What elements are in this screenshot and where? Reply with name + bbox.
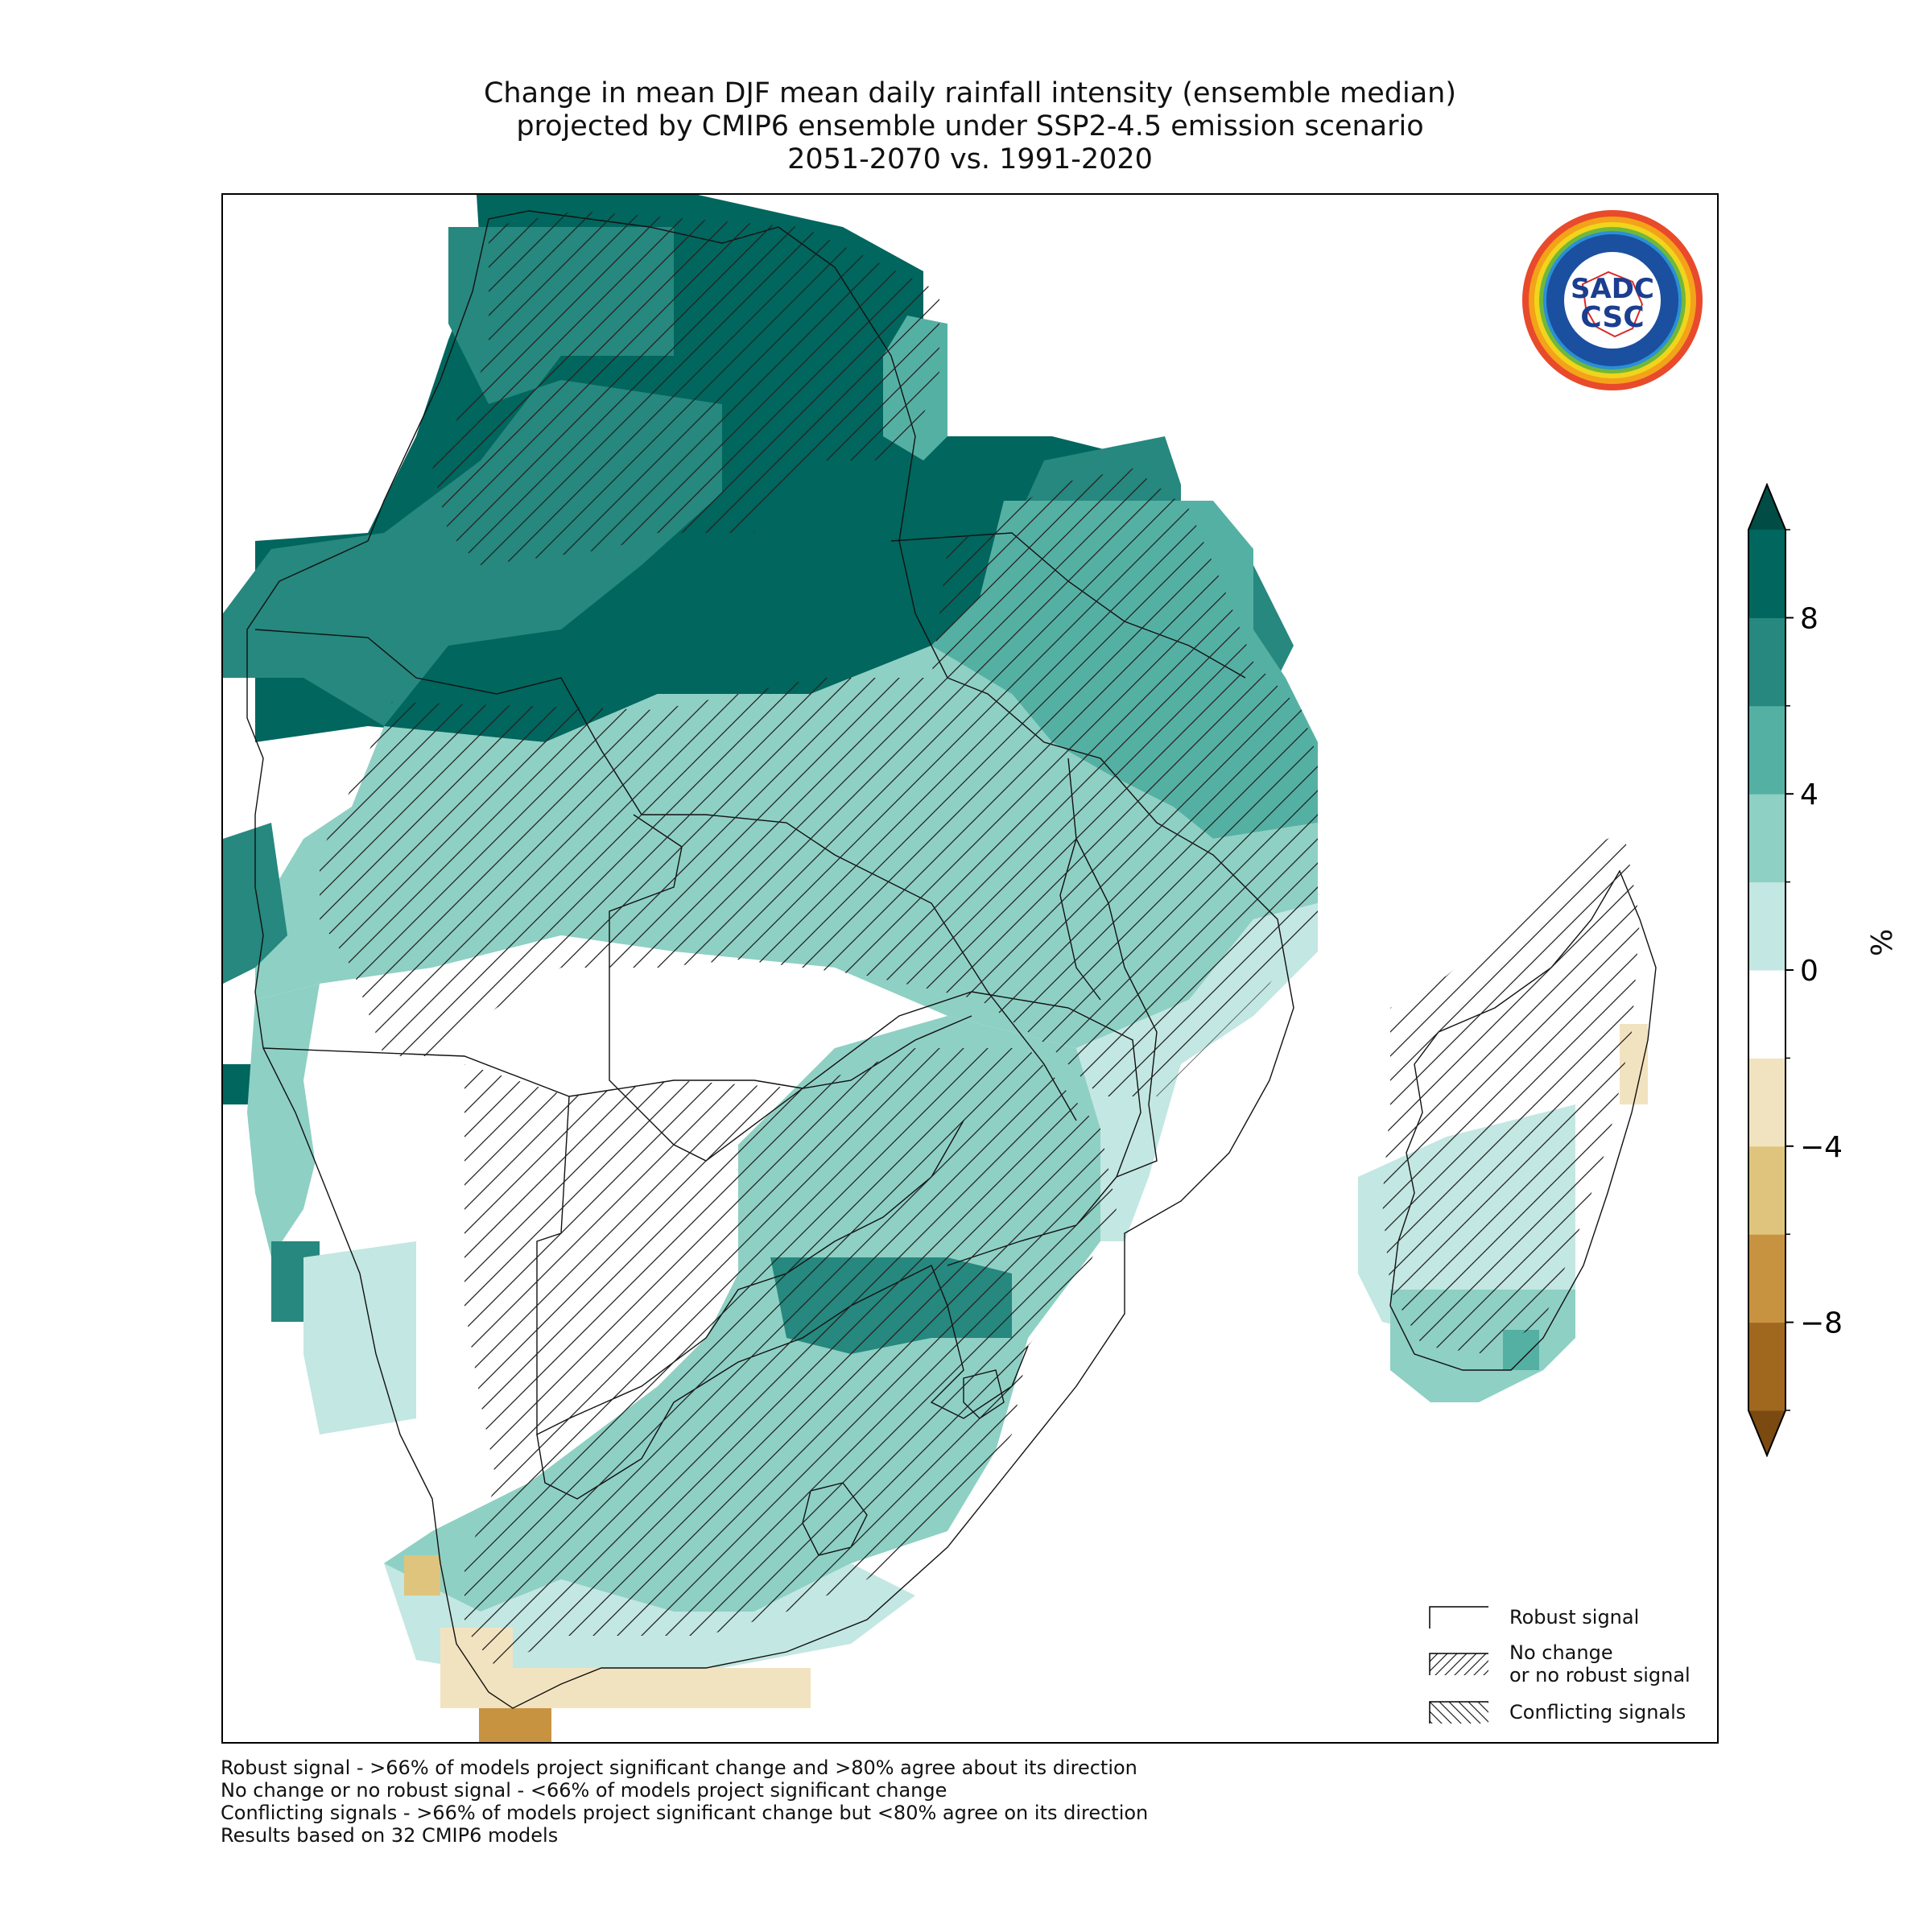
region-cape-brown	[479, 1708, 551, 1742]
colorbar-segment	[1748, 705, 1785, 795]
legend-no-change-swatch	[1429, 1653, 1488, 1675]
colorbar-tick-label: −8	[1800, 1307, 1843, 1340]
title-line-3: 2051-2070 vs. 1991-2020	[787, 143, 1153, 175]
region-southwest-tan	[404, 1555, 440, 1596]
footnote-models: Results based on 32 CMIP6 models	[221, 1824, 559, 1847]
footnote-no-change: No change or no robust signal - <66% of …	[221, 1779, 947, 1802]
sadc-csc-logo: SADC CSC	[1520, 208, 1705, 393]
colorbar-segment	[1748, 794, 1785, 883]
colorbar-segment	[1748, 1058, 1785, 1147]
map-canvas	[223, 195, 1657, 1742]
colorbar-segment	[1748, 881, 1785, 971]
footnotes: Robust signal - >66% of models project s…	[221, 1757, 1148, 1847]
colorbar-segment	[1748, 1322, 1785, 1411]
colorbar-segment	[1748, 1146, 1785, 1235]
region-southwest-pale	[303, 1241, 416, 1435]
colorbar-segment	[1748, 530, 1785, 618]
logo-center-bottom: CSC	[1580, 301, 1644, 334]
coastline-west	[246, 210, 1294, 1709]
logo-emblem: SADC CSC	[1522, 210, 1703, 390]
colorbar-unit: %	[1866, 928, 1899, 956]
region-west-coast	[223, 823, 287, 984]
map-title: Change in mean DJF mean daily rainfall i…	[221, 77, 1719, 176]
colorbar: 8 4 0 −4 −8	[1739, 483, 1852, 1457]
colorbar-tick-label: 4	[1800, 778, 1818, 811]
madagascar-teal	[1503, 1330, 1539, 1370]
colorbar-tick-label: −4	[1800, 1131, 1843, 1164]
title-line-2: projected by CMIP6 ensemble under SSP2-4…	[516, 110, 1424, 142]
footnote-conflicting: Conflicting signals - >66% of models pro…	[221, 1802, 1149, 1824]
legend-robust-label: Robust signal	[1509, 1606, 1640, 1629]
legend-no-change-line-2: or no robust signal	[1509, 1664, 1690, 1686]
colorbar-tick-label: 0	[1800, 955, 1818, 988]
map-panel	[221, 193, 1719, 1744]
footnote-robust: Robust signal - >66% of models project s…	[221, 1757, 1137, 1779]
colorbar-segment	[1748, 617, 1785, 707]
legend-conflicting-label: Conflicting signals	[1509, 1701, 1686, 1724]
colorbar-extend-max	[1748, 485, 1785, 530]
logo-center-top: SADC	[1571, 273, 1654, 305]
region-south-tan	[440, 1668, 811, 1708]
legend-no-change-line-1: No change	[1509, 1641, 1613, 1664]
colorbar-extend-min	[1748, 1410, 1785, 1455]
colorbar-segment	[1748, 970, 1785, 1059]
colorbar-canvas: 8 4 0 −4 −8	[1748, 483, 1843, 1457]
colorbar-tick-label: 8	[1800, 602, 1818, 635]
title-line-1: Change in mean DJF mean daily rainfall i…	[483, 77, 1457, 109]
colorbar-segment	[1748, 1234, 1785, 1323]
legend-conflicting-swatch	[1429, 1701, 1488, 1724]
hatch-madagascar	[1382, 831, 1640, 1354]
hatch-no-robust-signal	[320, 211, 1318, 1668]
legend-robust-swatch	[1429, 1606, 1488, 1629]
